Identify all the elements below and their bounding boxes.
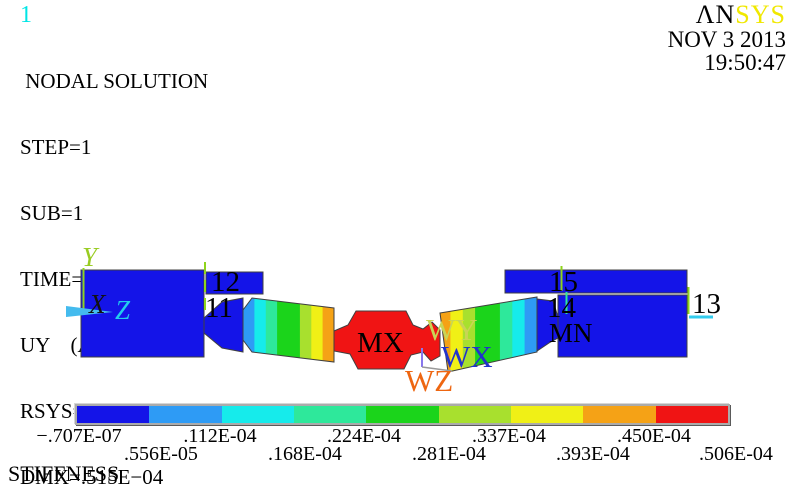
right-anchor-block (557, 294, 688, 358)
label-wy-axis: WY (426, 312, 478, 347)
legend-tick-label: .450E-04 (617, 425, 691, 447)
label-wz-axis: WZ (405, 363, 453, 398)
working-plane-base-line (421, 366, 453, 372)
contour-band (440, 297, 451, 372)
label-node-11: 11 (205, 292, 233, 324)
legend-tick-label: .224E-04 (327, 425, 401, 447)
left-anchor-block (80, 269, 205, 358)
left-beam-outline (242, 297, 335, 363)
contour-band (499, 297, 513, 372)
info-line-title: NODAL SOLUTION (20, 69, 209, 93)
label-wx-axis: WX (441, 339, 493, 374)
legend-tick-label: .506E-04 (699, 443, 773, 465)
contour-band (322, 298, 334, 362)
legend-swatch (583, 406, 656, 423)
legend-tick-label: .556E-05 (124, 443, 198, 465)
label-max-node: MX (357, 327, 404, 359)
ansys-logo-black: ΛN (695, 0, 736, 29)
ansys-logo-yellow: SYS (735, 0, 786, 29)
time-text: 19:50:47 (704, 50, 786, 75)
z-axis-arrow (66, 306, 113, 317)
legend-tick-label: .281E-04 (412, 443, 486, 465)
label-y-axis: Y (82, 242, 100, 272)
legend-tick-label: .393E-04 (556, 443, 630, 465)
contour-band (254, 298, 267, 362)
contour-band (311, 298, 324, 362)
legend-tick-label: .168E-04 (268, 443, 342, 465)
contour-band (299, 298, 312, 362)
label-node-15: 15 (549, 266, 578, 298)
date-text: NOV 3 2013 (667, 27, 786, 52)
legend-swatch (221, 406, 294, 423)
label-node-14: 14 (547, 292, 577, 324)
contour-band (475, 297, 489, 372)
contour-band (265, 298, 278, 362)
contour-band (450, 297, 464, 372)
info-line-step: STEP=1 (20, 135, 92, 159)
analysis-caption: STIFFNESS (8, 461, 120, 486)
contour-band (524, 297, 537, 372)
plot-number: 1 (20, 2, 32, 28)
legend-swatch (510, 406, 584, 423)
left-contour-beam (243, 298, 334, 362)
legend-tick-label: .337E-04 (472, 425, 546, 447)
right-contour-beam (440, 297, 537, 372)
legend-swatch (149, 406, 222, 423)
left-connector-arm (203, 297, 244, 353)
legend-swatch (366, 406, 439, 423)
legend-swatch (293, 406, 367, 423)
label-x-axis: X (88, 289, 107, 319)
info-line-time: TIME=1 (20, 267, 94, 291)
right-beam-outline (439, 296, 538, 373)
contour-band (512, 297, 526, 372)
legend-tick-label: .112E-04 (183, 425, 257, 447)
ansys-logo: ΛNSYS (668, 2, 786, 28)
right-top-pad (504, 269, 688, 294)
center-mass-lobe (333, 310, 441, 370)
label-node-12: 12 (211, 266, 240, 298)
label-z-axis: Z (115, 295, 131, 325)
legend-colorbar (75, 404, 730, 425)
legend-swatch (655, 406, 728, 423)
info-line-dmx: DMX=.515E−04 (20, 465, 164, 489)
contour-band (277, 298, 290, 362)
label-node-13: 13 (692, 288, 721, 320)
contour-band (288, 298, 301, 362)
contour-band (462, 297, 476, 372)
legend-tick-label: −.707E-07 (36, 425, 122, 447)
header-right: ΛNSYS NOV 3 2013 19:50:47 (667, 2, 786, 75)
info-line-sub: SUB=1 (20, 201, 84, 225)
label-min-node: MN (549, 318, 593, 348)
legend-swatch (438, 406, 511, 423)
contour-band (487, 297, 501, 372)
legend-swatch (77, 406, 150, 423)
